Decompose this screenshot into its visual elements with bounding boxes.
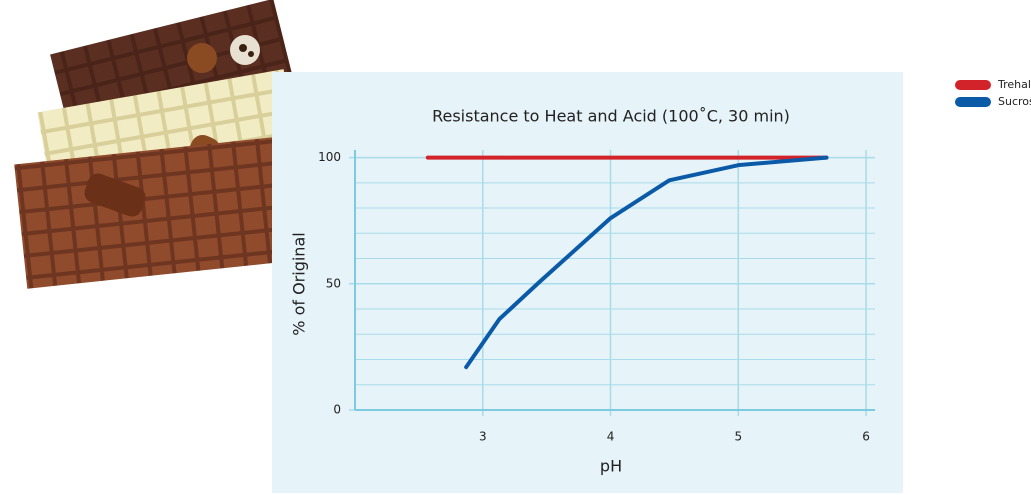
x-tick-label: 6 — [862, 430, 870, 444]
legend-label: Trehalose — [997, 78, 1031, 91]
legend-swatch — [955, 80, 991, 90]
legend-label: Sucrose — [998, 95, 1031, 108]
legend-swatch — [955, 97, 991, 107]
legend: Trehalose Sucrose — [955, 78, 1031, 108]
chocolate-illustration — [14, 0, 302, 289]
y-tick-label: 100 — [318, 150, 341, 164]
x-axis-label: pH — [600, 457, 622, 476]
chart-title: Resistance to Heat and Acid (100˚C, 30 m… — [432, 107, 790, 126]
page: Resistance to Heat and Acid (100˚C, 30 m… — [0, 0, 1031, 495]
y-tick-label: 0 — [333, 403, 341, 417]
y-axis-label: % of Original — [290, 232, 309, 335]
y-tick-label: 50 — [326, 276, 341, 290]
x-tick-label: 5 — [734, 430, 742, 444]
x-tick-label: 3 — [479, 430, 487, 444]
x-tick-label: 4 — [607, 430, 615, 444]
chart-panel — [272, 72, 903, 493]
